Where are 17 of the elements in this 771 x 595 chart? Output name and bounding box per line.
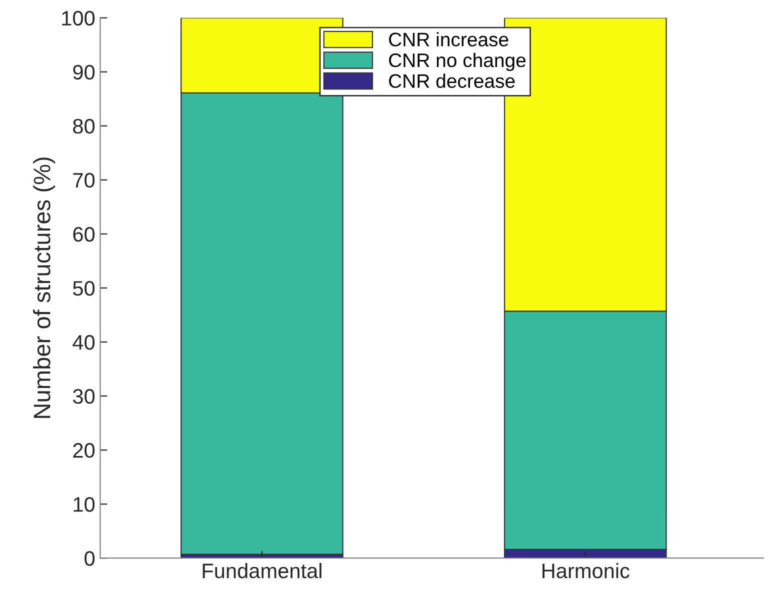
y-tick-label: 90: [73, 64, 95, 80]
y-tick-label: 0: [84, 551, 95, 566]
x-tick-label: Harmonic: [542, 562, 630, 578]
y-tick-label: 40: [72, 335, 95, 350]
y-axis-title: Number of structures (%): [33, 158, 56, 418]
y-tick-label: 20: [73, 443, 95, 458]
legend-label: CNR no change: [389, 52, 526, 72]
y-tick-label: 50: [73, 280, 95, 296]
y-tick-label: 10: [74, 497, 95, 512]
y-tick-label: 60: [73, 226, 95, 242]
y-tick-label: 80: [73, 118, 95, 134]
y-tick-label: 70: [73, 172, 95, 188]
legend-label: CNR increase: [389, 32, 508, 46]
y-tick-label: 30: [72, 389, 95, 404]
x-tick-label: Fundamental: [202, 562, 322, 578]
y-tick-label: 100: [62, 10, 95, 26]
legend-label: CNR decrease: [389, 74, 515, 88]
